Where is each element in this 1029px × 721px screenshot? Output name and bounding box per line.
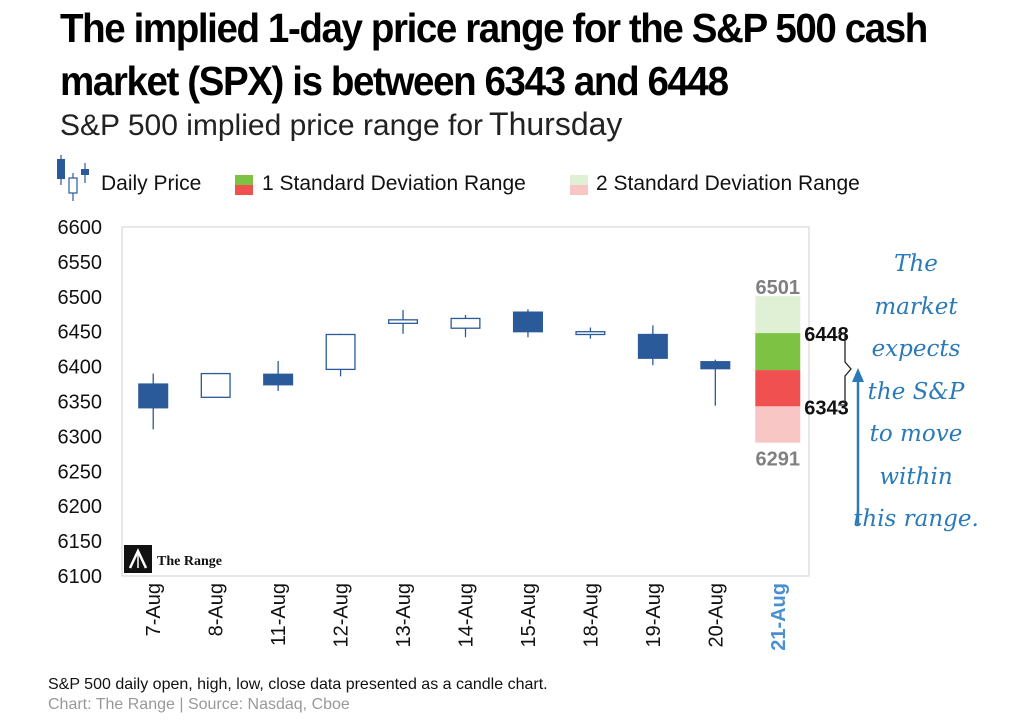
annotation-line: expects xyxy=(871,336,961,362)
y-tick-label: 6600 xyxy=(58,217,103,239)
candle-body-up xyxy=(450,317,481,329)
y-tick-label: 6450 xyxy=(58,322,103,344)
candle-legend-icon xyxy=(57,155,89,201)
range-bracket xyxy=(838,332,852,406)
annotation-note: The market expects the S&P to move withi… xyxy=(836,243,996,541)
range-value-label: 6501 xyxy=(756,277,801,299)
candle-body-down xyxy=(637,333,668,359)
annotation-line: this range. xyxy=(853,506,979,532)
range-labels: 6501 6291 6448 6343 xyxy=(756,277,849,471)
y-tick-label: 6100 xyxy=(58,566,103,588)
annotation-line: to move xyxy=(869,421,963,447)
legend-sd2-swatch-lower xyxy=(570,185,588,195)
sd2-upper-band xyxy=(755,296,801,334)
y-axis: 6600 6550 6500 6450 6400 6350 6300 6250 6200 6150… xyxy=(58,217,103,588)
annotation-line: The xyxy=(894,251,938,277)
y-tick-label: 6200 xyxy=(58,496,103,518)
legend-sd1-swatch-lower xyxy=(235,185,253,195)
x-tick-label: 14-Aug xyxy=(456,583,478,648)
y-tick-label: 6550 xyxy=(58,252,103,274)
annotation-line: within xyxy=(879,463,953,490)
candle-body-down xyxy=(512,311,543,333)
candles xyxy=(138,309,731,430)
y-tick-label: 6250 xyxy=(58,461,103,483)
sd2-lower-band xyxy=(755,406,801,443)
legend-sd2-swatch-upper xyxy=(570,175,588,185)
sd1-upper-band xyxy=(755,333,801,371)
headline-line-2: market (SPX) is between 6343 and 6448 xyxy=(60,58,729,104)
the-range-logo: The Range xyxy=(124,545,222,573)
x-tick-label: 7-Aug xyxy=(143,583,165,636)
chart-subtitle: S&P 500 implied price range for Thursday xyxy=(60,106,622,143)
y-tick-label: 6400 xyxy=(58,357,103,379)
x-tick-label: 8-Aug xyxy=(206,583,228,636)
range-value-label: 6448 xyxy=(804,324,849,346)
range-value-label: 6343 xyxy=(804,397,849,419)
y-tick-label: 6150 xyxy=(58,531,103,553)
x-tick-label: 21-Aug xyxy=(768,583,790,651)
x-tick-label: 12-Aug xyxy=(331,583,353,648)
sd1-lower-band xyxy=(755,370,801,407)
x-tick-label: 18-Aug xyxy=(580,583,602,648)
legend-sd2-label: 2 Standard Deviation Range xyxy=(596,172,860,195)
plot-area-border xyxy=(121,226,810,577)
legend-sd1-swatch-upper xyxy=(235,175,253,185)
annotation-line: the S&P xyxy=(867,378,965,405)
annotation-line: market xyxy=(874,293,958,320)
chart-headline: The implied 1-day price range for the S&… xyxy=(60,2,928,108)
candle-body-up xyxy=(200,372,231,398)
chart-source: Chart: The Range | Source: Nasdaq, Cboe xyxy=(48,696,350,713)
candle-body-up xyxy=(575,331,606,336)
subtitle-text: S&P 500 implied price range for xyxy=(60,109,484,142)
x-tick-label: 13-Aug xyxy=(393,583,415,648)
forecast-range-bands xyxy=(755,296,801,443)
headline-line-1: The implied 1-day price range for the S&… xyxy=(60,5,928,51)
y-tick-label: 6300 xyxy=(58,426,103,448)
y-tick-label: 6350 xyxy=(58,392,103,414)
candle-body-up xyxy=(325,333,356,371)
x-tick-label: 20-Aug xyxy=(705,583,727,648)
candle-body-down xyxy=(700,361,731,370)
chart-footnote: S&P 500 daily open, high, low, close dat… xyxy=(48,676,548,693)
range-value-label: 6291 xyxy=(756,449,801,471)
subtitle-day: Thursday xyxy=(489,106,623,142)
x-tick-label: 19-Aug xyxy=(643,583,665,648)
legend-daily-price: Daily Price xyxy=(101,172,202,195)
legend-sd1-label: 1 Standard Deviation Range xyxy=(262,172,526,195)
annotation-arrow-head xyxy=(852,368,864,382)
candle-body-down xyxy=(263,373,294,386)
candle-body-up xyxy=(388,319,419,324)
x-tick-label: 15-Aug xyxy=(518,583,540,648)
watermark-text: The Range xyxy=(157,554,222,569)
x-tick-label: 11-Aug xyxy=(268,583,290,646)
x-axis: 7-Aug 8-Aug 11-Aug 12-Aug 13-Aug 14-Aug 15-Aug… xyxy=(143,583,790,651)
y-tick-label: 6500 xyxy=(58,287,103,309)
candle-body-down xyxy=(138,383,169,409)
